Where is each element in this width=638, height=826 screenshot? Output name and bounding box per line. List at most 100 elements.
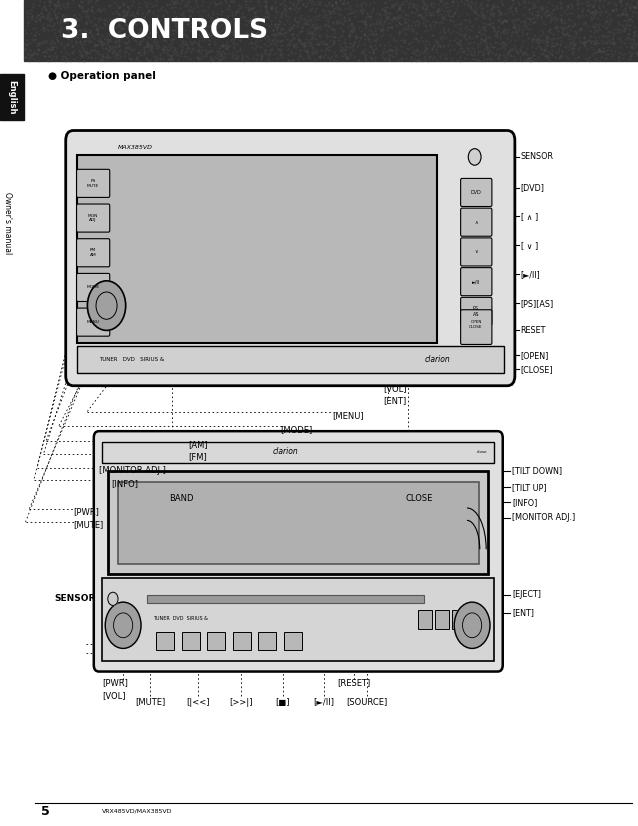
Point	[78, 35, 89, 48]
Point	[482, 53, 493, 66]
Point	[505, 48, 515, 61]
Point	[542, 49, 552, 62]
Point	[512, 12, 522, 26]
Point	[433, 36, 443, 50]
Point	[167, 32, 177, 45]
Point	[197, 26, 207, 39]
Point	[618, 25, 628, 38]
Point	[415, 8, 425, 21]
Point	[306, 37, 316, 50]
Point	[477, 8, 487, 21]
Point	[533, 32, 543, 45]
Point	[438, 38, 448, 51]
Point	[530, 53, 540, 66]
Point	[492, 0, 502, 13]
Point	[296, 36, 306, 50]
Point	[230, 28, 241, 41]
Point	[500, 13, 510, 26]
Point	[312, 45, 322, 59]
Point	[195, 16, 205, 29]
Point	[420, 6, 430, 19]
Point	[147, 17, 158, 31]
Point	[494, 31, 505, 44]
Point	[542, 35, 553, 48]
Point	[189, 1, 200, 14]
Point	[464, 15, 475, 28]
Point	[300, 0, 311, 12]
Point	[490, 28, 500, 41]
Point	[172, 14, 182, 27]
Point	[170, 16, 180, 29]
Circle shape	[87, 281, 126, 330]
Point	[577, 17, 588, 31]
Point	[477, 9, 487, 22]
Point	[78, 37, 89, 50]
Point	[507, 0, 517, 13]
Bar	[24, 0, 638, 61]
Point	[553, 25, 563, 38]
Point	[251, 17, 261, 31]
Point	[196, 40, 206, 54]
Point	[614, 17, 625, 30]
Point	[583, 3, 593, 17]
Point	[179, 27, 189, 40]
Point	[50, 0, 61, 12]
Point	[229, 40, 239, 53]
Point	[284, 2, 294, 15]
Point	[562, 25, 572, 38]
Point	[633, 27, 638, 40]
Point	[182, 18, 193, 31]
Point	[567, 29, 577, 42]
Point	[357, 5, 367, 18]
Point	[113, 31, 123, 45]
Point	[540, 50, 551, 63]
Point	[277, 0, 287, 9]
Point	[41, 45, 51, 58]
Point	[394, 0, 404, 12]
Point	[134, 0, 144, 13]
Point	[481, 31, 491, 45]
Point	[185, 23, 195, 36]
Point	[542, 36, 552, 49]
Point	[562, 27, 572, 40]
Point	[516, 16, 526, 29]
Point	[518, 0, 528, 9]
Point	[307, 45, 317, 59]
Point	[332, 55, 342, 68]
Point	[573, 42, 583, 55]
Text: SENSOR: SENSOR	[54, 595, 96, 603]
Point	[114, 35, 124, 48]
Point	[284, 36, 294, 50]
Point	[330, 0, 341, 11]
Point	[348, 37, 359, 50]
Point	[213, 44, 223, 57]
Text: DVD: DVD	[471, 190, 481, 195]
Point	[114, 19, 124, 32]
Point	[78, 4, 88, 17]
Point	[304, 3, 315, 17]
Point	[85, 26, 95, 39]
Point	[575, 40, 585, 54]
Point	[399, 21, 410, 34]
Point	[496, 26, 506, 40]
Point	[470, 0, 480, 10]
Point	[546, 32, 556, 45]
Point	[528, 48, 538, 61]
Point	[508, 20, 519, 33]
Point	[251, 35, 261, 48]
Point	[248, 10, 258, 23]
Point	[582, 42, 592, 55]
Point	[411, 55, 421, 68]
Point	[34, 27, 45, 40]
Point	[435, 50, 445, 64]
Point	[247, 17, 257, 30]
Point	[117, 0, 128, 10]
Point	[426, 17, 436, 31]
Point	[313, 21, 323, 34]
Point	[605, 14, 616, 27]
Point	[568, 44, 579, 57]
Point	[594, 44, 604, 57]
Point	[78, 43, 89, 56]
Bar	[118, 482, 478, 564]
Point	[588, 6, 598, 19]
